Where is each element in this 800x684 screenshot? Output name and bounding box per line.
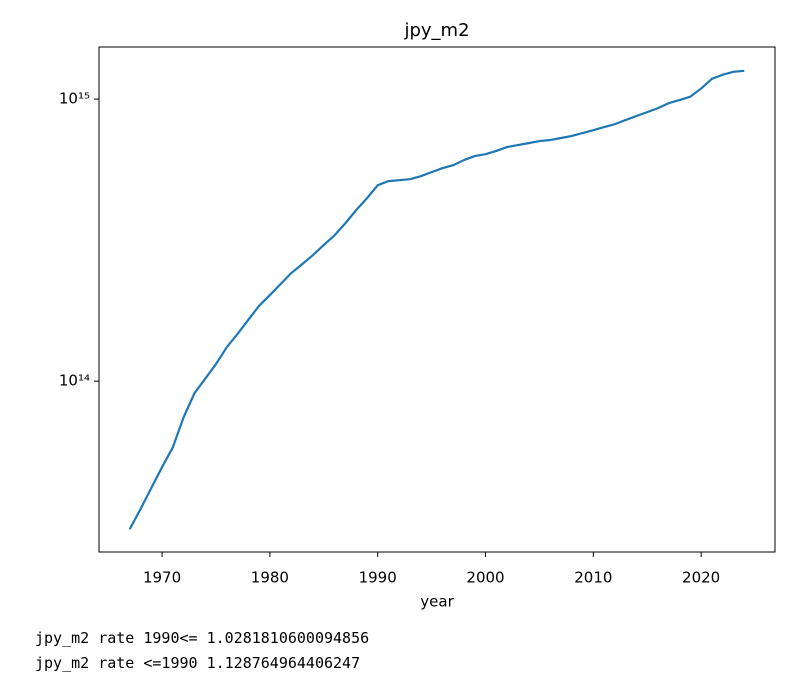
x-axis-label: year: [420, 593, 454, 611]
output-line: jpy_m2 rate 1990<= 1.0281810600094856: [35, 629, 370, 647]
x-tick-label: 1980: [251, 569, 289, 587]
x-tick-label: 2000: [466, 569, 504, 587]
y-tick-label: 10¹⁴: [59, 372, 90, 390]
x-tick-label: 2020: [682, 569, 720, 587]
x-tick-label: 1970: [143, 569, 181, 587]
y-tick-label: 10¹⁵: [59, 90, 90, 108]
output-line: jpy_m2 rate <=1990 1.128764964406247: [35, 654, 361, 672]
axes-frame: [98, 46, 776, 553]
x-tick-label: 1990: [359, 569, 397, 587]
console-output: jpy_m2 rate 1990<= 1.0281810600094856 jpy…: [35, 626, 369, 676]
chart-title: jpy_m2: [403, 20, 469, 41]
x-tick-label: 2010: [574, 569, 612, 587]
data-line: [128, 69, 745, 530]
chart: jpy_m2 year 1970 1980 1990 2000 2010 2020 10¹⁴…: [59, 20, 776, 611]
